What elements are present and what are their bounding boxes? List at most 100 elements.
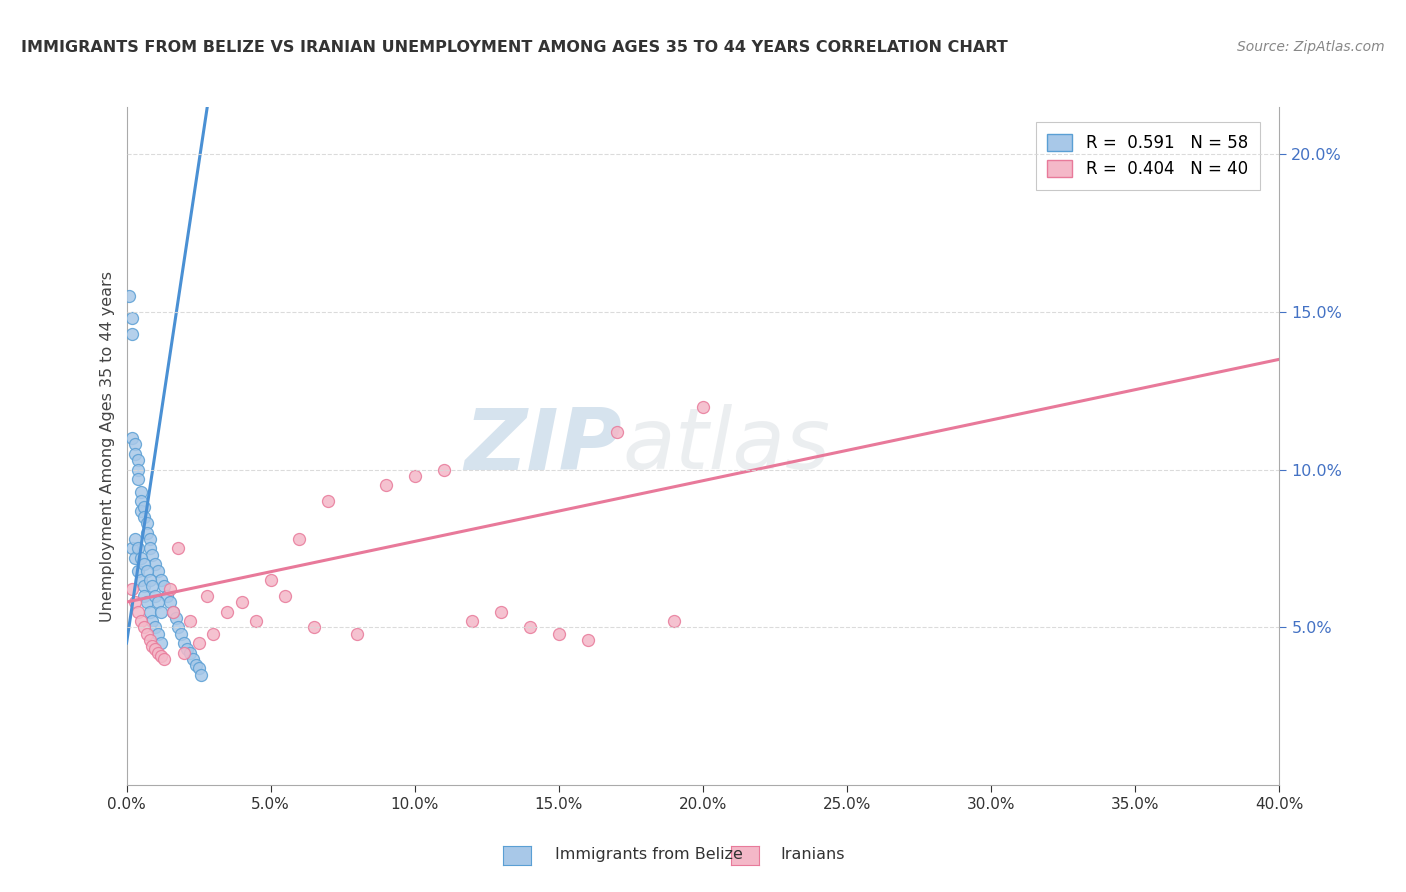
- Point: [127, 541, 149, 556]
- Point: [138, 605, 160, 619]
- Point: [129, 503, 152, 517]
- Point: [138, 632, 160, 647]
- Point: [176, 642, 198, 657]
- Point: [132, 620, 155, 634]
- Point: [135, 516, 157, 531]
- Point: [124, 437, 146, 451]
- Point: [374, 478, 398, 492]
- Point: [121, 541, 143, 556]
- Point: [187, 636, 209, 650]
- Point: [124, 447, 146, 461]
- Text: Iranians: Iranians: [780, 847, 845, 862]
- Point: [156, 589, 179, 603]
- Point: [162, 605, 184, 619]
- Point: [138, 532, 160, 546]
- Point: [135, 564, 157, 578]
- Point: [124, 532, 146, 546]
- Point: [179, 614, 201, 628]
- Point: [491, 605, 513, 619]
- Point: [195, 589, 218, 603]
- Point: [127, 453, 149, 467]
- Point: [129, 614, 152, 628]
- Point: [245, 614, 267, 628]
- Text: Source: ZipAtlas.com: Source: ZipAtlas.com: [1237, 40, 1385, 54]
- Point: [124, 550, 146, 565]
- Point: [148, 646, 170, 660]
- Point: [121, 582, 143, 597]
- Point: [132, 558, 155, 572]
- Text: ZIP: ZIP: [464, 404, 623, 488]
- Text: IMMIGRANTS FROM BELIZE VS IRANIAN UNEMPLOYMENT AMONG AGES 35 TO 44 YEARS CORRELA: IMMIGRANTS FROM BELIZE VS IRANIAN UNEMPL…: [21, 40, 1008, 55]
- Point: [148, 564, 170, 578]
- Point: [127, 564, 149, 578]
- Point: [145, 620, 166, 634]
- Point: [141, 579, 163, 593]
- Point: [148, 626, 170, 640]
- Point: [404, 469, 426, 483]
- Point: [288, 532, 311, 546]
- Point: [138, 541, 160, 556]
- Point: [135, 626, 157, 640]
- Point: [148, 595, 170, 609]
- Point: [150, 648, 173, 663]
- Point: [121, 327, 143, 342]
- Point: [159, 582, 181, 597]
- Point: [181, 652, 204, 666]
- Point: [150, 605, 173, 619]
- Point: [127, 463, 149, 477]
- Point: [132, 579, 155, 593]
- Point: [548, 626, 571, 640]
- Point: [274, 589, 297, 603]
- Y-axis label: Unemployment Among Ages 35 to 44 years: Unemployment Among Ages 35 to 44 years: [100, 270, 115, 622]
- Point: [132, 510, 155, 524]
- Point: [138, 573, 160, 587]
- Point: [190, 667, 212, 681]
- Legend: R =  0.591   N = 58, R =  0.404   N = 40: R = 0.591 N = 58, R = 0.404 N = 40: [1036, 122, 1260, 190]
- Point: [187, 661, 209, 675]
- Point: [141, 548, 163, 562]
- Point: [141, 614, 163, 628]
- Text: atlas: atlas: [623, 404, 831, 488]
- Point: [664, 614, 686, 628]
- Point: [150, 636, 173, 650]
- Point: [127, 472, 149, 486]
- Point: [145, 589, 166, 603]
- Point: [129, 573, 152, 587]
- Text: Immigrants from Belize: Immigrants from Belize: [555, 847, 744, 862]
- Point: [692, 400, 714, 414]
- Point: [461, 614, 484, 628]
- Point: [167, 620, 190, 634]
- Point: [121, 311, 143, 326]
- Point: [576, 632, 599, 647]
- Point: [162, 605, 184, 619]
- Point: [167, 541, 190, 556]
- Point: [173, 636, 195, 650]
- Point: [433, 463, 456, 477]
- Point: [124, 595, 146, 609]
- Point: [231, 595, 253, 609]
- Point: [159, 595, 181, 609]
- Point: [129, 550, 152, 565]
- Point: [129, 484, 152, 499]
- Point: [150, 573, 173, 587]
- Point: [121, 431, 143, 445]
- Point: [173, 646, 195, 660]
- Point: [141, 639, 163, 653]
- Point: [153, 652, 176, 666]
- Point: [184, 658, 207, 673]
- Point: [259, 573, 281, 587]
- Point: [346, 626, 368, 640]
- Point: [302, 620, 325, 634]
- Point: [129, 494, 152, 508]
- Point: [165, 611, 187, 625]
- Point: [145, 558, 166, 572]
- Point: [127, 605, 149, 619]
- Point: [132, 589, 155, 603]
- Point: [202, 626, 225, 640]
- Point: [135, 525, 157, 540]
- Point: [519, 620, 541, 634]
- Point: [132, 500, 155, 515]
- Point: [135, 595, 157, 609]
- Point: [153, 579, 176, 593]
- Point: [606, 425, 628, 439]
